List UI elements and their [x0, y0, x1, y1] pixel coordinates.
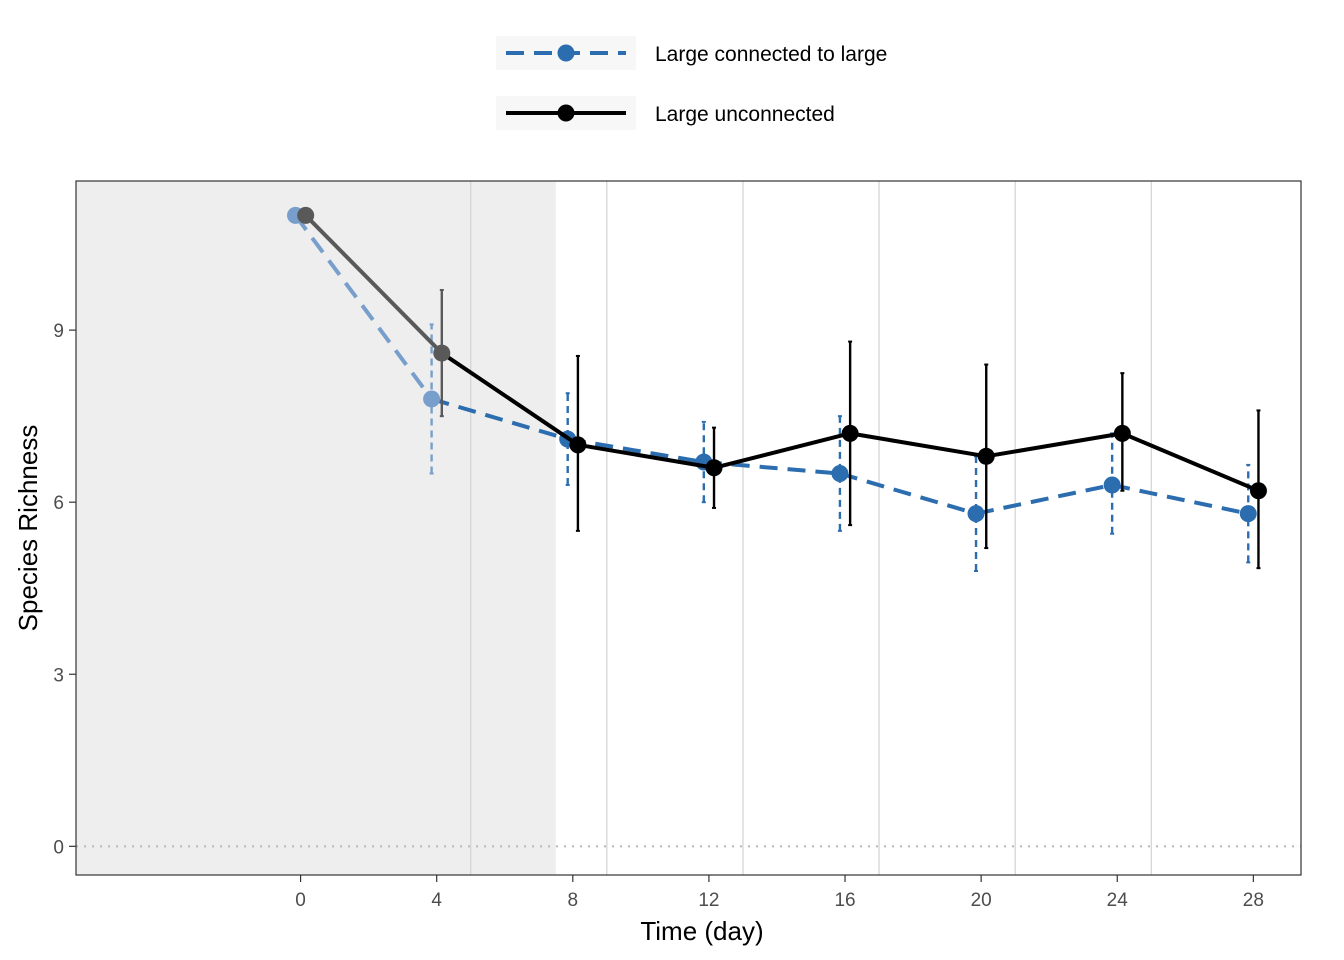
y-tick-label: 9: [53, 321, 64, 342]
series-line-unconnected: [440, 351, 580, 447]
x-tick-label: 16: [834, 890, 855, 911]
x-tick-label: 0: [295, 890, 306, 911]
x-tick-label: 20: [971, 890, 992, 911]
x-axis-label: Time (day): [640, 916, 763, 946]
series-line-connected: [1111, 483, 1249, 516]
series-line-unconnected: [1121, 431, 1260, 493]
legend-label-connected: Large connected to large: [655, 43, 887, 66]
series-line-unconnected: [849, 431, 987, 459]
axes: 0 4 8 12 16 20 24 28 0 3 6 9: [53, 321, 1264, 911]
legend-key-point-connected: [557, 44, 575, 62]
data-point-unconnected: [297, 206, 315, 224]
series-line-connected: [293, 214, 434, 401]
data-point-unconnected: [569, 436, 587, 454]
data-point-unconnected: [705, 459, 723, 477]
legend-key-point-unconnected: [557, 104, 575, 122]
data-point-connected: [967, 505, 985, 523]
x-tick-label: 28: [1243, 890, 1264, 911]
y-tick-label: 0: [53, 837, 64, 858]
series-line-connected: [703, 460, 841, 476]
data-point-unconnected: [1113, 424, 1131, 442]
data-point-unconnected: [977, 447, 995, 465]
data-point-connected: [1239, 505, 1257, 523]
data-point-connected: [831, 465, 849, 483]
plot-border: [75, 180, 1302, 876]
plot-area: [76, 181, 1301, 875]
series-line-connected: [839, 471, 977, 516]
x-tick-label: 12: [698, 890, 719, 911]
data-point-unconnected: [433, 344, 451, 362]
series-line-connected: [567, 437, 705, 465]
series-line-unconnected: [304, 214, 444, 355]
series-line-connected: [975, 483, 1113, 516]
data-point-unconnected: [841, 424, 859, 442]
y-tick-label: 3: [53, 665, 64, 686]
y-tick-label: 6: [53, 493, 64, 514]
series-line-unconnected: [713, 431, 851, 470]
data-point-unconnected: [1249, 482, 1267, 500]
x-tick-label: 4: [431, 890, 442, 911]
legend-item-connected: Large connected to large: [496, 36, 887, 70]
x-tick-label: 24: [1107, 890, 1129, 911]
series-line-unconnected: [985, 431, 1123, 459]
series-line-connected: [431, 397, 569, 442]
legend: Large connected to large Large unconnect…: [496, 36, 887, 130]
legend-item-unconnected: Large unconnected: [496, 96, 835, 130]
shaded-region: [76, 181, 556, 875]
y-axis-label: Species Richness: [13, 425, 43, 632]
data-point-connected: [1103, 476, 1121, 494]
legend-label-unconnected: Large unconnected: [655, 103, 835, 126]
x-tick-label: 8: [568, 890, 579, 911]
data-point-connected: [423, 390, 441, 408]
series-line-unconnected: [577, 442, 715, 470]
